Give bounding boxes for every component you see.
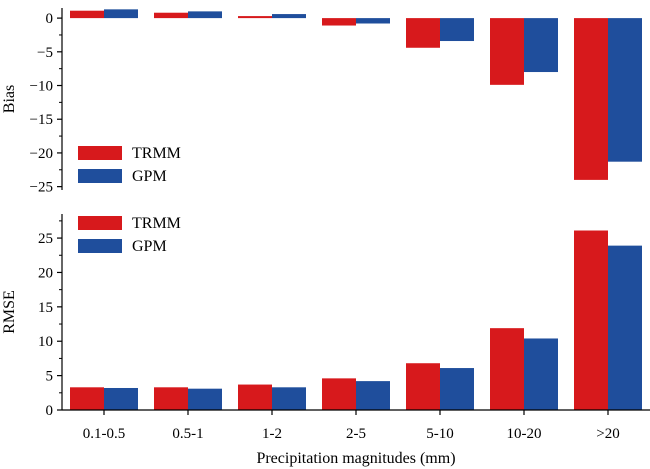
x-tick-label-0-5-1: 0.5-1 xyxy=(172,426,203,442)
y-tick-label: −5 xyxy=(37,45,53,61)
bar-gpm-1-2 xyxy=(272,387,306,410)
bias-y-axis-title: Bias xyxy=(1,85,18,113)
rmse-y-ticks: 0 5 10 15 20 25 xyxy=(38,220,62,419)
bar-trmm-2-5 xyxy=(322,18,356,26)
bias-y-ticks: 0 −5 −10 −15 −20 −25 xyxy=(30,11,62,196)
bar-gpm-2-5 xyxy=(356,18,390,24)
bias-legend-label-trmm: TRMM xyxy=(132,145,181,162)
bar-gpm-0-5-1 xyxy=(188,11,222,19)
rmse-x-ticks: 0.1-0.5 0.5-1 1-2 2-5 5-10 10-20 >20 xyxy=(83,410,620,442)
bar-gpm-10-20 xyxy=(524,18,558,73)
bias-panel: 0 −5 −10 −15 −20 −25 Bias TRMM GPM xyxy=(1,8,642,196)
bias-legend-swatch-trmm xyxy=(78,146,122,160)
y-tick-label: −10 xyxy=(30,79,53,95)
rmse-bars xyxy=(70,230,642,410)
x-tick-label-10-20: 10-20 xyxy=(507,426,542,442)
y-tick-label: −20 xyxy=(30,146,53,162)
x-tick-label-20: >20 xyxy=(596,426,619,442)
rmse-legend-label-gpm: GPM xyxy=(132,238,167,255)
x-tick-label-1-2: 1-2 xyxy=(262,426,282,442)
bar-gpm-5-10 xyxy=(440,368,474,410)
bar-trmm-5-10 xyxy=(406,363,440,410)
bar-trmm-20 xyxy=(574,230,608,410)
y-tick-label: 5 xyxy=(46,369,54,385)
bar-trmm-1-2 xyxy=(238,384,272,410)
y-tick-label: −25 xyxy=(30,180,53,196)
bar-trmm-2-5 xyxy=(322,378,356,410)
rmse-legend-swatch-trmm xyxy=(78,216,122,230)
bar-trmm-5-10 xyxy=(406,18,440,48)
bar-trmm-0-1-0-5 xyxy=(70,387,104,410)
rmse-legend: TRMM GPM xyxy=(78,215,181,255)
x-axis-title: Precipitation magnitudes (mm) xyxy=(256,450,455,467)
bar-gpm-20 xyxy=(608,18,642,162)
y-tick-label: 0 xyxy=(46,11,54,27)
rmse-legend-swatch-gpm xyxy=(78,239,122,253)
x-tick-label-0-1-0-5: 0.1-0.5 xyxy=(83,426,126,442)
bar-trmm-1-2 xyxy=(238,16,272,19)
bar-trmm-20 xyxy=(574,18,608,180)
y-tick-label: 0 xyxy=(46,403,54,419)
bar-gpm-0-1-0-5 xyxy=(104,9,138,19)
bar-gpm-1-2 xyxy=(272,14,306,19)
y-tick-label: 15 xyxy=(38,300,53,316)
y-tick-label: 20 xyxy=(38,265,53,281)
bar-gpm-5-10 xyxy=(440,18,474,42)
x-tick-label-5-10: 5-10 xyxy=(426,426,454,442)
bar-trmm-0-1-0-5 xyxy=(70,10,104,19)
rmse-panel: 0 5 10 15 20 25 0.1-0.5 0.5-1 1-2 2-5 5-10 10-20 >2… xyxy=(1,214,650,467)
bar-trmm-10-20 xyxy=(490,18,524,85)
rmse-y-axis-title: RMSE xyxy=(1,290,18,334)
bar-trmm-10-20 xyxy=(490,328,524,410)
bar-trmm-0-5-1 xyxy=(154,387,188,410)
rmse-legend-label-trmm: TRMM xyxy=(132,215,181,232)
bar-gpm-10-20 xyxy=(524,338,558,410)
bias-bars xyxy=(70,9,642,180)
y-tick-label: −15 xyxy=(30,112,53,128)
y-tick-label: 10 xyxy=(38,334,53,350)
bias-legend-label-gpm: GPM xyxy=(132,168,167,185)
bar-trmm-0-5-1 xyxy=(154,12,188,19)
bar-gpm-0-1-0-5 xyxy=(104,387,138,410)
bar-gpm-0-5-1 xyxy=(188,388,222,410)
bar-gpm-20 xyxy=(608,245,642,410)
bias-legend-swatch-gpm xyxy=(78,169,122,183)
x-tick-label-2-5: 2-5 xyxy=(346,426,366,442)
bias-legend: TRMM GPM xyxy=(78,145,181,185)
bar-gpm-2-5 xyxy=(356,381,390,410)
y-tick-label: 25 xyxy=(38,231,53,247)
